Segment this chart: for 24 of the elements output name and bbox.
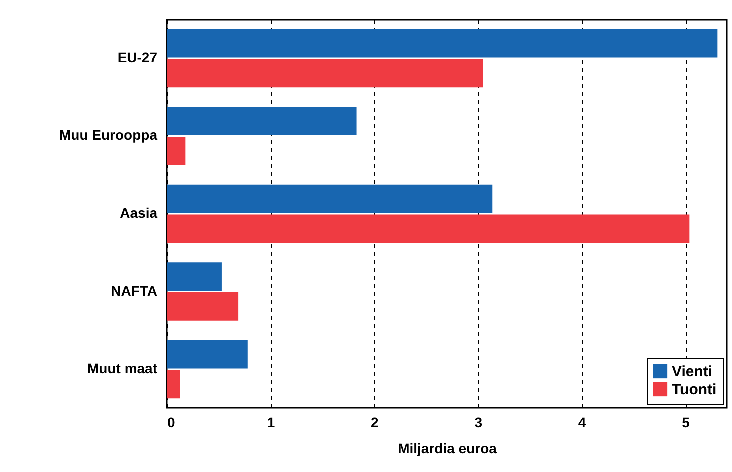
y-tick-label: Muut maat xyxy=(88,360,158,377)
bar xyxy=(167,214,690,244)
bar xyxy=(167,340,248,369)
bar xyxy=(167,370,180,399)
x-tick-label: 2 xyxy=(371,414,380,430)
y-tick-label: NAFTA xyxy=(111,282,158,299)
x-tick-label: 3 xyxy=(474,414,483,430)
bar xyxy=(167,59,484,88)
bar xyxy=(167,184,493,214)
y-tick-label: Aasia xyxy=(120,205,158,221)
x-tick-label: 1 xyxy=(267,414,276,430)
legend-label: Tuonti xyxy=(672,382,717,398)
bar xyxy=(167,136,186,166)
y-tick-label: EU-27 xyxy=(118,49,158,66)
bar xyxy=(167,262,222,292)
x-tick-label: 4 xyxy=(578,414,586,430)
x-tick-label: 5 xyxy=(682,414,690,430)
bar xyxy=(167,107,357,136)
bar xyxy=(167,29,718,58)
bar xyxy=(167,292,239,321)
legend-label: Vienti xyxy=(672,364,713,380)
x-tick-label: 0 xyxy=(168,414,176,430)
x-axis-title: Miljardia euroa xyxy=(398,440,498,456)
y-tick-label: Muu Eurooppa xyxy=(60,127,158,144)
